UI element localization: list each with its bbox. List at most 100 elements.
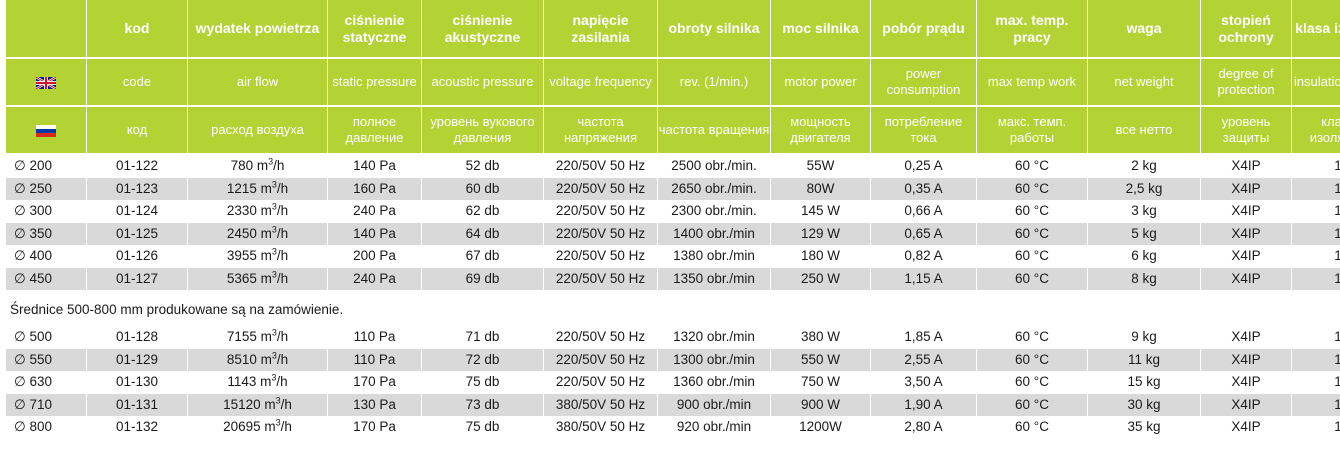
uk-flag-icon	[36, 76, 56, 89]
header-en-voltage: voltage frequency	[544, 59, 658, 107]
header-ru-static-pressure: полное давление	[328, 107, 422, 155]
cell-max-temp: 60 °C	[977, 326, 1088, 349]
cell-value: 60 °C	[1015, 396, 1049, 412]
cell-max-temp: 60 °C	[977, 393, 1088, 416]
header-en-power-consumption: power consumption	[871, 59, 977, 107]
cell-value: 1	[1334, 203, 1340, 219]
cell-protection: X4IP	[1201, 155, 1292, 178]
cell-value: X4IP	[1231, 180, 1261, 196]
cell-diameter: ∅ 710	[6, 393, 87, 416]
cell-value: 1380 obr./min	[673, 248, 755, 264]
cell-value: 0,65 A	[904, 225, 943, 241]
cell-value: 1200W	[799, 419, 842, 435]
cell-acoustic-pressure: 72 db	[422, 348, 544, 371]
cell-max-temp: 60 °C	[977, 155, 1088, 178]
cell-value: 8510	[226, 351, 257, 367]
cell-value: 220/50V 50 Hz	[555, 225, 646, 241]
cell-value: 170 Pa	[353, 374, 396, 390]
cell-value: 01-122	[115, 158, 159, 174]
cell-power-consumption: 1,85 A	[871, 326, 977, 349]
table-row: ∅ 250 01-123 1215 m3/h 160 Pa 60 db 220/50V 5…	[6, 177, 1340, 200]
header-ru-voltage: частота напряжения	[544, 107, 658, 155]
cell-value: 2,80 A	[904, 419, 943, 435]
cell-value: X4IP	[1231, 374, 1261, 390]
cell-value: 60 db	[465, 180, 500, 196]
airflow-unit: m3/h	[264, 395, 292, 412]
cell-value: 220/50V 50 Hz	[555, 329, 646, 345]
cell-diameter: ∅ 500	[6, 326, 87, 349]
cell-value: 67 db	[465, 248, 500, 264]
cell-net-weight: 30 kg	[1088, 393, 1201, 416]
header-label: static pressure	[332, 74, 417, 89]
cell-value: 920 obr./min	[676, 419, 752, 435]
header-label: stopień ochrony	[1218, 11, 1274, 45]
russia-flag-icon	[36, 124, 56, 137]
header-label: klasa izolacji	[1295, 20, 1340, 36]
cell-value: 780	[230, 158, 254, 174]
header-label: мощность двигателя	[790, 114, 851, 145]
header-pl-net-weight: waga	[1088, 0, 1201, 59]
cell-value: 110 Pa	[353, 329, 396, 345]
cell-value: 240 Pa	[353, 270, 396, 286]
cell-value: 1	[1334, 351, 1340, 367]
cell-value: 2450	[226, 225, 257, 241]
cell-value: 0,66 A	[904, 203, 943, 219]
header-ru-max-temp: макс. темп. работы	[977, 107, 1088, 155]
cell-acoustic-pressure: 52 db	[422, 155, 544, 178]
custom-order-note: Średnice 500-800 mm produkowane są na za…	[10, 302, 344, 317]
cell-static-pressure: 140 Pa	[328, 222, 422, 245]
cell-acoustic-pressure: 73 db	[422, 393, 544, 416]
cell-code: 01-129	[87, 348, 188, 371]
cell-value: 1,15 A	[904, 270, 943, 286]
cell-power-consumption: 0,35 A	[871, 177, 977, 200]
table-row: ∅ 400 01-126 3955 m3/h 200 Pa 67 db 220/50V 5…	[6, 245, 1340, 268]
cell-value: 1	[1334, 419, 1340, 435]
cell-value: 60 °C	[1015, 203, 1049, 219]
header-en-static-pressure: static pressure	[328, 59, 422, 107]
cell-value: ∅ 500	[14, 329, 53, 345]
airflow-unit: m3/h	[260, 179, 289, 196]
cell-diameter: ∅ 250	[6, 177, 87, 200]
cell-value: 9 kg	[1131, 329, 1157, 345]
header-ru-power-consumption: потребление тока	[871, 107, 977, 155]
cell-voltage: 380/50V 50 Hz	[544, 416, 658, 439]
cell-diameter: ∅ 400	[6, 245, 87, 268]
cell-value: X4IP	[1231, 419, 1261, 435]
cell-value: 2,5 kg	[1125, 180, 1163, 196]
cell-value: 62 db	[465, 203, 500, 219]
cell-max-temp: 60 °C	[977, 245, 1088, 268]
airflow-unit: m3/h	[256, 156, 285, 174]
header-label: code	[122, 74, 152, 89]
cell-value: 2 kg	[1131, 158, 1157, 174]
cell-value: 750 W	[800, 374, 841, 390]
cell-air-flow: 2450 m3/h	[188, 222, 328, 245]
header-en-protection: degree of protection	[1201, 59, 1292, 107]
cell-insulation: 1	[1292, 267, 1340, 290]
cell-value: 11 kg	[1127, 351, 1161, 367]
cell-power-consumption: 0,65 A	[871, 222, 977, 245]
cell-value: 6 kg	[1131, 248, 1157, 264]
cell-value: 15120	[223, 396, 261, 412]
cell-protection: X4IP	[1201, 371, 1292, 394]
cell-static-pressure: 240 Pa	[328, 267, 422, 290]
cell-value: 220/50V 50 Hz	[555, 203, 646, 219]
cell-max-temp: 60 °C	[977, 200, 1088, 223]
header-row-russian: код расход воздуха полное давление уровень …	[6, 107, 1340, 155]
cell-protection: X4IP	[1201, 222, 1292, 245]
header-label: уровень защиты	[1221, 114, 1271, 145]
cell-value: 1	[1334, 248, 1340, 264]
cell-acoustic-pressure: 69 db	[422, 267, 544, 290]
cell-insulation: 1	[1292, 222, 1340, 245]
header-ru-code: код	[87, 107, 188, 155]
cell-air-flow: 15120 m3/h	[188, 393, 328, 416]
header-label: код	[126, 122, 148, 137]
cell-air-flow: 780 m3/h	[188, 155, 328, 178]
cell-code: 01-130	[87, 371, 188, 394]
header-ru-air-flow: расход воздуха	[188, 107, 328, 155]
header-label: класс изоляции	[1309, 114, 1340, 145]
cell-static-pressure: 140 Pa	[328, 155, 422, 178]
cell-value: 5 kg	[1131, 225, 1157, 241]
cell-power-consumption: 0,66 A	[871, 200, 977, 223]
airflow-unit: m3/h	[260, 350, 289, 367]
cell-value: ∅ 550	[14, 351, 53, 367]
